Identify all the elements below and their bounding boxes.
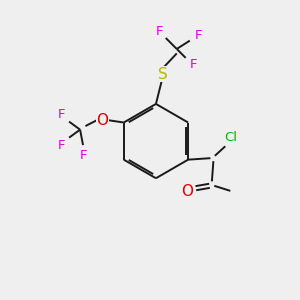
Text: F: F [79, 149, 87, 162]
Text: F: F [58, 139, 65, 152]
Text: O: O [181, 184, 193, 199]
Text: F: F [190, 58, 197, 71]
Text: O: O [96, 112, 108, 128]
Text: F: F [58, 108, 65, 121]
Text: F: F [194, 29, 202, 42]
Text: F: F [156, 25, 164, 38]
Text: S: S [158, 67, 168, 82]
Text: Cl: Cl [225, 131, 238, 145]
